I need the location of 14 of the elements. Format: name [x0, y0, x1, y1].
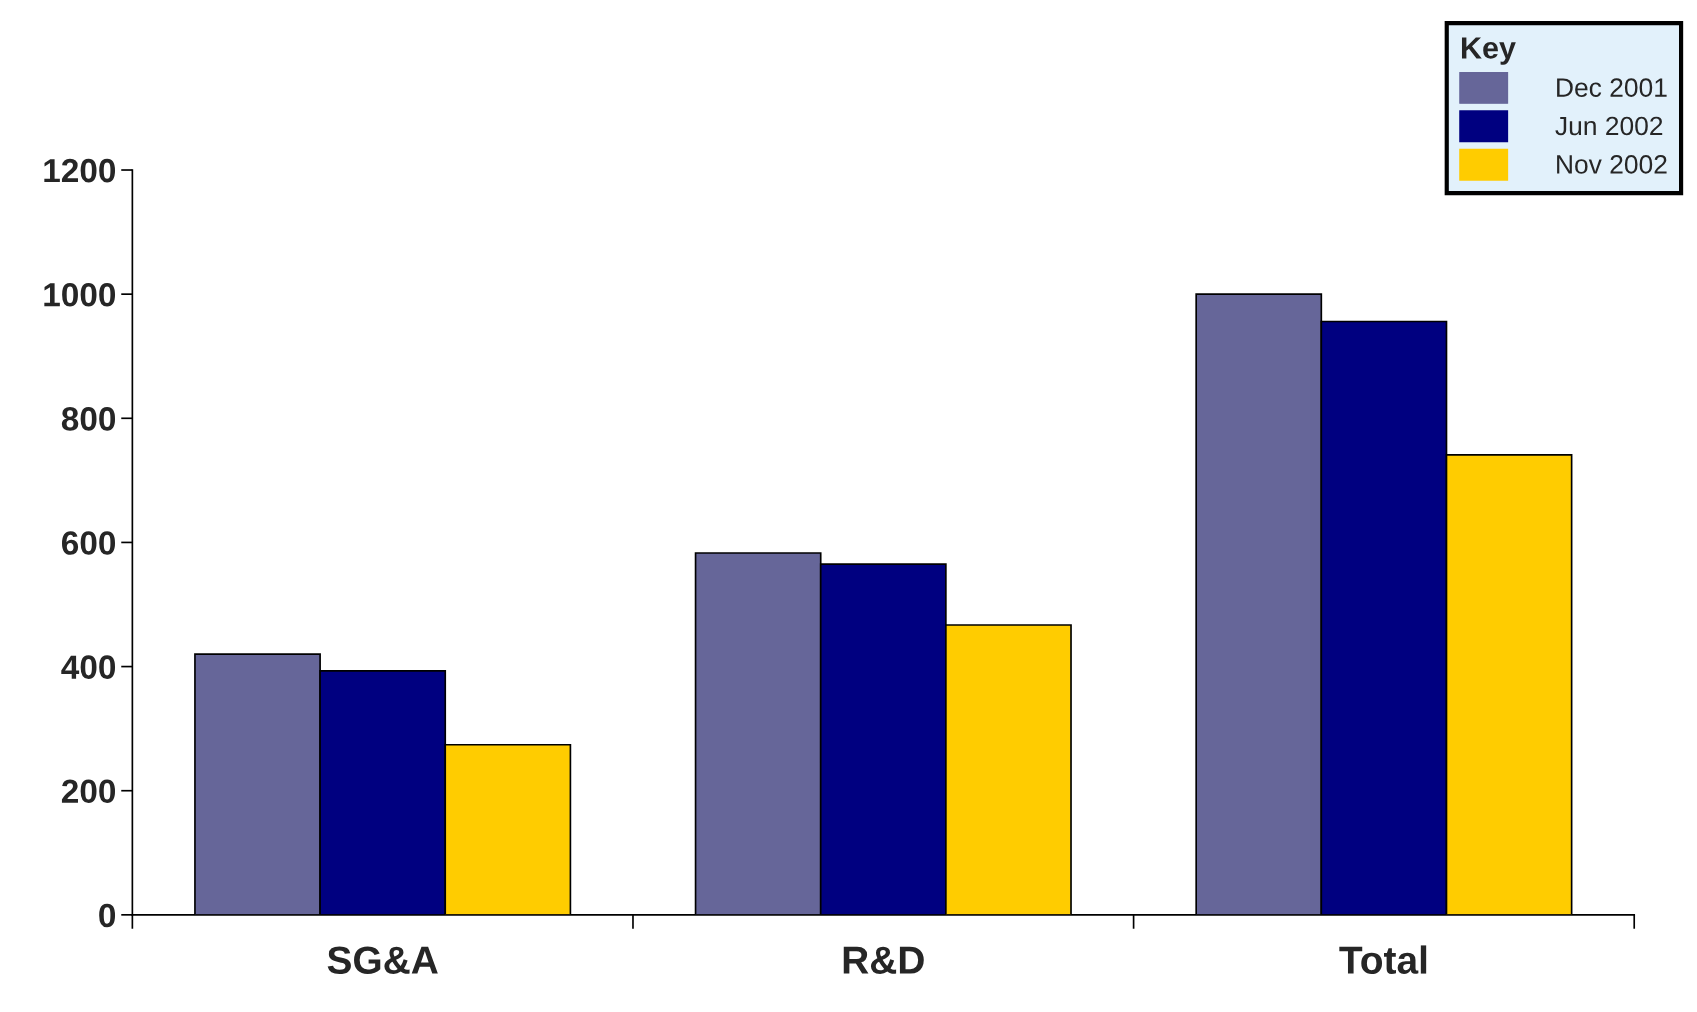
x-tick-label: R&D — [843, 946, 924, 974]
legend-title: Key — [1461, 37, 1516, 65]
y-tick-label: 800 — [61, 407, 116, 431]
y-tick-label: 600 — [62, 531, 116, 555]
y-tick-label: 1000 — [44, 282, 116, 307]
y-tick-label: 1200 — [44, 158, 116, 183]
y-tick-label: 400 — [61, 655, 116, 679]
legend-label: Jun 2002 — [1555, 116, 1663, 136]
legend-label: Dec 2001 — [1557, 78, 1667, 97]
legend-label: Nov 2002 — [1557, 155, 1667, 174]
y-tick-label: 200 — [61, 779, 116, 804]
y-tick-label: 0 — [99, 903, 116, 928]
x-tick-label: Total — [1339, 945, 1427, 974]
x-tick-label: SG&A — [327, 946, 438, 974]
